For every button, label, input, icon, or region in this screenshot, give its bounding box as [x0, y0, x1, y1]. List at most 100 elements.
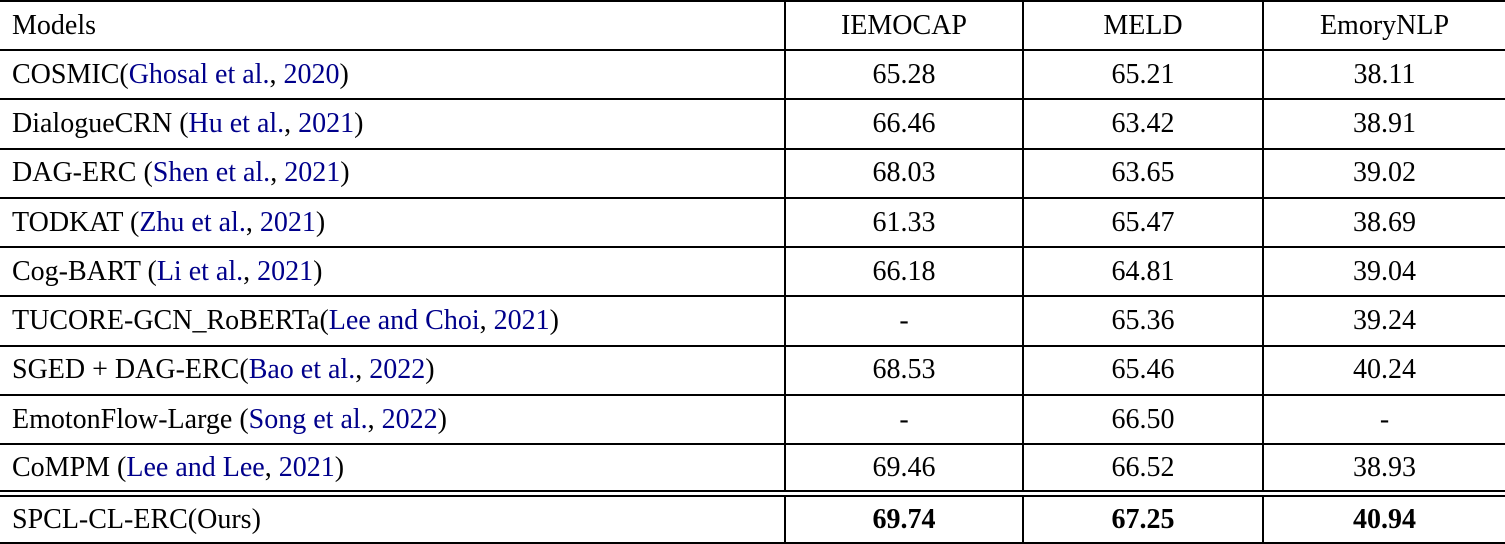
model-name: Cog-BART (: [12, 255, 157, 287]
model-name-cell: EmotonFlow-Large (Song et al., 2022): [0, 394, 785, 446]
table-row: EmotonFlow-Large (Song et al., 2022) - 6…: [0, 394, 1505, 446]
score-cell-meld: 65.36: [1022, 295, 1263, 347]
citation-year-link[interactable]: 2021: [257, 255, 314, 287]
score-cell-emorynlp: 38.11: [1262, 48, 1505, 101]
citation-authors-link[interactable]: Shen et al.: [152, 157, 271, 189]
model-name-suffix: ): [313, 255, 323, 287]
column-header-models: Models: [0, 0, 785, 51]
citation-authors-link[interactable]: Song et al.: [248, 403, 368, 435]
model-name-cell: SPCL-CL-ERC(Ours): [0, 490, 785, 544]
citation-authors-link[interactable]: Lee and Choi: [328, 305, 480, 337]
model-name: SGED + DAG-ERC(: [12, 354, 249, 386]
citation-year-link[interactable]: 2021: [493, 305, 550, 337]
citation-year-link[interactable]: 2021: [284, 157, 341, 189]
score-cell-emorynlp: 39.04: [1262, 246, 1505, 298]
citation-year-link[interactable]: 2022: [381, 403, 438, 435]
table-row: SGED + DAG-ERC(Bao et al., 2022) 68.53 6…: [0, 344, 1505, 397]
citation-separator: ,: [355, 354, 370, 386]
column-header-emorynlp: EmoryNLP: [1262, 0, 1505, 51]
model-name: DialogueCRN (: [12, 107, 189, 139]
citation-separator: ,: [245, 206, 260, 238]
citation-separator: ,: [284, 107, 299, 139]
score-cell-emorynlp: 38.69: [1262, 196, 1505, 249]
score-cell-meld: 64.81: [1022, 246, 1263, 298]
model-name-suffix: ): [340, 157, 350, 189]
citation-year-link[interactable]: 2021: [259, 206, 316, 238]
citation-authors-link[interactable]: Hu et al.: [188, 107, 285, 139]
model-name: TODKAT (: [12, 206, 140, 238]
table-row: TODKAT (Zhu et al., 2021) 61.33 65.47 38…: [0, 196, 1505, 249]
citation-separator: ,: [264, 451, 279, 483]
model-name-cell: SGED + DAG-ERC(Bao et al., 2022): [0, 344, 785, 397]
score-cell-emorynlp: 40.94: [1262, 490, 1505, 544]
model-name-suffix: ): [334, 451, 345, 483]
table-row: Cog-BART (Li et al., 2021) 66.18 64.81 3…: [0, 246, 1505, 298]
citation-authors-link[interactable]: Bao et al.: [248, 354, 356, 386]
header-row: Models IEMOCAP MELD EmoryNLP: [0, 0, 1505, 51]
model-name: TUCORE-GCN_RoBERTa(: [12, 305, 329, 337]
score-cell-meld: 65.47: [1022, 196, 1263, 249]
model-name-cell: CoMPM (Lee and Lee, 2021): [0, 443, 785, 495]
score-cell-iemocap: 66.18: [784, 246, 1023, 298]
table-row: COSMIC(Ghosal et al., 2020) 65.28 65.21 …: [0, 48, 1505, 101]
score-cell-meld: 63.65: [1022, 147, 1263, 199]
score-cell-iemocap: 61.33: [784, 196, 1023, 249]
score-cell-iemocap: 66.46: [784, 98, 1023, 150]
table-row: DAG-ERC (Shen et al., 2021) 68.03 63.65 …: [0, 147, 1505, 199]
model-name-cell: COSMIC(Ghosal et al., 2020): [0, 48, 785, 101]
model-name-suffix: ): [339, 58, 349, 90]
score-cell-iemocap: 69.46: [784, 443, 1023, 495]
score-cell-emorynlp: 40.24: [1262, 344, 1505, 397]
model-name-suffix: ): [315, 206, 326, 238]
citation-authors-link[interactable]: Zhu et al.: [139, 206, 246, 238]
table-row: DialogueCRN (Hu et al., 2021) 66.46 63.4…: [0, 98, 1505, 150]
citation-year-link[interactable]: 2021: [298, 107, 355, 139]
column-header-meld: MELD: [1022, 0, 1263, 51]
column-header-iemocap: IEMOCAP: [784, 0, 1023, 51]
model-name: EmotonFlow-Large (: [12, 403, 249, 435]
model-name: SPCL-CL-ERC(Ours): [12, 503, 261, 535]
citation-year-link[interactable]: 2022: [369, 354, 426, 386]
score-cell-meld: 67.25: [1022, 490, 1263, 544]
citation-separator: ,: [270, 157, 285, 189]
citation-authors-link[interactable]: Ghosal et al.: [128, 58, 270, 90]
citation-separator: ,: [269, 58, 284, 90]
model-name-cell: DialogueCRN (Hu et al., 2021): [0, 98, 785, 150]
score-cell-meld: 65.21: [1022, 48, 1263, 101]
model-name: COSMIC(: [12, 58, 129, 90]
score-cell-iemocap: 69.74: [784, 490, 1023, 544]
score-cell-emorynlp: 38.93: [1262, 443, 1505, 495]
score-cell-iemocap: -: [784, 394, 1023, 446]
citation-authors-link[interactable]: Li et al.: [156, 255, 244, 287]
citation-separator: ,: [243, 255, 258, 287]
model-name-suffix: ): [549, 305, 559, 337]
model-name-cell: TUCORE-GCN_RoBERTa(Lee and Choi, 2021): [0, 295, 785, 347]
model-name: DAG-ERC (: [12, 157, 153, 189]
score-cell-emorynlp: -: [1262, 394, 1505, 446]
model-name-suffix: ): [425, 354, 435, 386]
score-cell-emorynlp: 39.02: [1262, 147, 1505, 199]
table-row-ours: SPCL-CL-ERC(Ours) 69.74 67.25 40.94: [0, 490, 1505, 544]
score-cell-emorynlp: 38.91: [1262, 98, 1505, 150]
score-cell-iemocap: -: [784, 295, 1023, 347]
citation-separator: ,: [367, 403, 382, 435]
score-cell-iemocap: 68.53: [784, 344, 1023, 397]
score-cell-iemocap: 65.28: [784, 48, 1023, 101]
model-name-suffix: ): [354, 107, 364, 139]
score-cell-meld: 66.50: [1022, 394, 1263, 446]
table-row: CoMPM (Lee and Lee, 2021) 69.46 66.52 38…: [0, 443, 1505, 495]
citation-year-link[interactable]: 2020: [283, 58, 340, 90]
model-name-suffix: ): [437, 403, 447, 435]
score-cell-meld: 65.46: [1022, 344, 1263, 397]
citation-authors-link[interactable]: Lee and Lee: [126, 451, 265, 483]
score-cell-emorynlp: 39.24: [1262, 295, 1505, 347]
model-name: CoMPM (: [12, 451, 127, 483]
model-name-cell: Cog-BART (Li et al., 2021): [0, 246, 785, 298]
score-cell-meld: 66.52: [1022, 443, 1263, 495]
citation-separator: ,: [479, 305, 494, 337]
model-name-cell: TODKAT (Zhu et al., 2021): [0, 196, 785, 249]
score-cell-meld: 63.42: [1022, 98, 1263, 150]
citation-year-link[interactable]: 2021: [278, 451, 335, 483]
